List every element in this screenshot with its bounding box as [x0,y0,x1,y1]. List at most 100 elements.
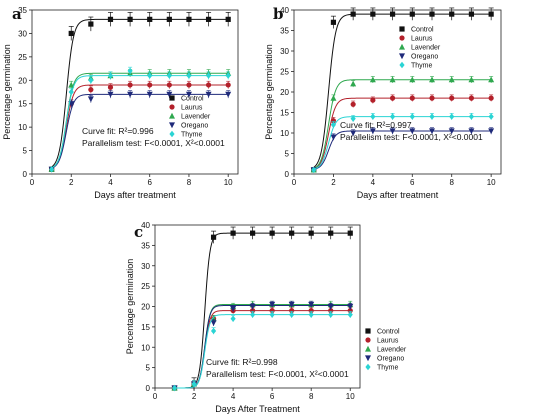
y-tick-label: 15 [18,100,27,109]
legend-marker-laurus [399,35,405,41]
data-point-control [205,16,212,22]
data-point-laurus [205,82,212,88]
data-point-thyme [289,311,295,318]
data-point-oregano [230,305,237,312]
data-point-oregano [448,128,455,135]
data-point-control [347,230,353,236]
series-thyme [311,113,494,174]
legend-marker-oregano [399,53,405,60]
x-tick-label: 4 [231,392,236,401]
data-point-lavender [330,94,337,101]
data-point-oregano [146,91,153,98]
data-point-oregano [107,91,114,98]
y-tick-label: 35 [280,27,289,36]
data-point-lavender [429,76,435,83]
curve-fit-annotation: Curve fit: R²=0.997 [340,120,412,130]
data-point-control [468,11,475,17]
data-point-control [166,16,172,22]
panel-letter: c [134,223,143,241]
fit-curve-oregano [313,130,492,170]
series-laurus [49,80,231,172]
series-thyme [171,311,353,392]
data-point-laurus [449,95,455,101]
data-point-thyme [269,311,275,318]
data-point-control [328,230,334,236]
y-tick-label: 0 [23,170,28,179]
data-point-lavender [448,76,455,83]
y-tick-label: 20 [18,76,27,85]
x-tick-label: 2 [192,392,197,401]
curve-fit-annotation: Curve fit: R²=0.996 [82,126,154,136]
x-tick-label: 2 [69,178,74,187]
legend-label: Oregano [377,356,404,363]
series-control [49,11,231,172]
data-point-control [186,16,192,22]
data-point-thyme [328,311,334,318]
y-tick-label: 0 [285,170,290,179]
data-point-thyme [166,72,172,79]
legend-label: Control [411,27,434,34]
data-point-oregano [409,128,416,135]
data-point-thyme [250,311,256,318]
x-tick-label: 10 [224,178,233,187]
y-tick-label: 30 [280,47,289,56]
data-point-oregano [288,301,295,308]
data-point-laurus [269,307,275,314]
legend-label: Lavender [181,114,211,121]
data-point-laurus [289,307,295,314]
x-tick-label: 6 [270,392,275,401]
data-point-thyme [350,115,356,122]
chart-panel-b: b 0 2 4 6 8 10 0 5 10 15 20 25 30 35 40 Days after treat… [264,5,502,200]
data-point-thyme [389,113,396,120]
x-tick-label: 10 [487,178,496,187]
data-point-oregano [429,128,435,135]
y-tick-label: 10 [280,129,289,138]
data-point-control [68,30,74,37]
data-point-control [370,11,376,17]
data-point-control [269,230,275,236]
data-point-thyme [311,166,317,174]
data-point-oregano [269,301,276,308]
legend: Control Laurus Lavender Oregano Thyme [399,26,441,70]
y-tick-label: 30 [18,29,27,38]
data-point-laurus [347,307,353,314]
chart-panel-c: c 0 2 4 6 8 10 0 5 10 15 20 25 30 35 40 Days After Treat… [125,221,407,414]
data-point-oregano [127,91,134,98]
data-point-thyme [449,113,455,120]
data-point-oregano [347,303,354,310]
data-point-control [289,230,295,236]
y-tick-label: 10 [141,343,150,352]
curve-fit-annotation: Curve fit: R²=0.998 [206,357,278,367]
legend-marker-thyme [399,61,405,69]
data-point-lavender [68,81,75,88]
data-point-control [127,16,133,22]
data-point-oregano [166,91,173,98]
data-point-laurus [350,101,356,107]
y-tick-label: 30 [141,262,150,271]
legend-marker-control [399,26,405,32]
data-point-lavender [468,76,475,83]
legend-label: Lavender [377,347,407,354]
y-tick-label: 40 [141,221,150,230]
legend-marker-control [365,328,371,334]
data-point-thyme [186,72,192,79]
x-tick-label: 8 [309,392,314,401]
data-point-oregano [205,91,212,98]
data-point-control [308,230,314,236]
x-tick-label: 8 [187,178,192,187]
data-point-oregano [369,128,376,135]
data-point-control [429,11,435,17]
y-tick-label: 5 [146,364,151,373]
legend-label: Oregano [181,123,208,130]
y-tick-label: 15 [141,323,150,332]
data-point-thyme [68,88,74,96]
series-thyme [49,66,231,173]
data-point-lavender [369,76,376,83]
plot-frame [31,9,239,175]
legend-label: Control [181,96,204,103]
legend-label: Thyme [181,132,203,139]
data-point-laurus [127,82,133,88]
legend-label: Thyme [411,63,433,70]
legend: Control Laurus Lavender Oregano Thyme [169,95,211,139]
data-point-thyme [88,77,94,84]
